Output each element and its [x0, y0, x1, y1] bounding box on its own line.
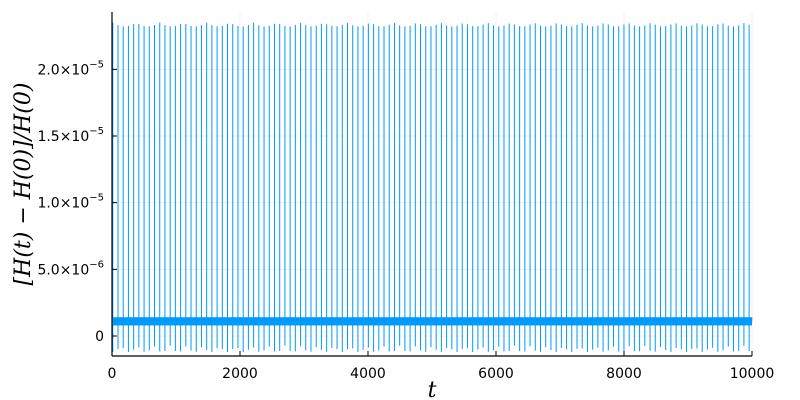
x-tick-labels: 0 2000 4000 6000 8000 10000 — [108, 366, 775, 382]
baseline-oscillation — [111, 317, 753, 326]
y-tick-label-1: 5.0×10−6 — [37, 259, 104, 278]
axes — [111, 12, 753, 357]
x-tick-label-4: 8000 — [606, 366, 642, 382]
y-tick-label-0: 0 — [95, 329, 104, 345]
x-tick-label-2: 4000 — [350, 366, 386, 382]
y-axis-label: [H(t) − H(0)]/H(0) — [11, 83, 36, 286]
y-tick-label-4: 2.0×10−5 — [37, 59, 104, 78]
x-tick-label-5: 10000 — [730, 366, 775, 382]
x-tick-label-3: 6000 — [478, 366, 514, 382]
y-tick-labels: 0 5.0×10−6 1.0×10−5 1.5×10−5 2.0×10−5 — [37, 59, 104, 345]
y-tick-label-2: 1.0×10−5 — [37, 193, 104, 212]
x-tick-label-1: 2000 — [222, 366, 258, 382]
x-tick-label-0: 0 — [108, 366, 117, 382]
y-tick-label-3: 1.5×10−5 — [37, 126, 104, 145]
grid-lines — [111, 12, 753, 356]
x-axis-label: t — [428, 378, 437, 400]
series-energy-error — [111, 22, 753, 352]
